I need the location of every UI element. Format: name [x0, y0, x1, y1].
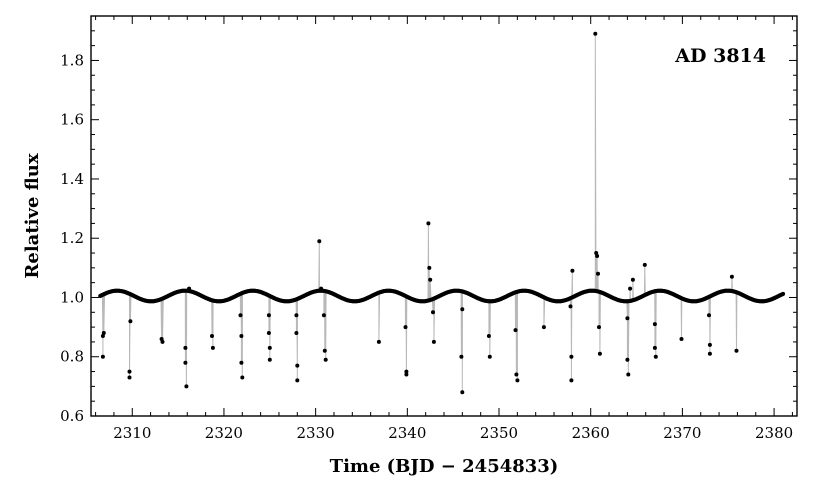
data-point: [376, 339, 381, 344]
data-point: [597, 325, 601, 330]
plot-frame: [90, 15, 798, 417]
data-point: [127, 375, 132, 380]
data-point: [127, 369, 132, 374]
data-point: [240, 375, 245, 380]
x-tick-label: 2330: [297, 424, 335, 442]
data-point: [317, 239, 322, 244]
data-point: [652, 322, 657, 327]
data-point: [184, 384, 189, 389]
y-tick-label: 0.6: [60, 407, 84, 425]
data-point: [707, 351, 712, 356]
data-point: [569, 354, 574, 359]
data-point: [734, 348, 739, 353]
data-point: [596, 271, 600, 276]
data-point: [595, 254, 600, 258]
data-point: [626, 372, 631, 377]
y-tick-labels: 0.6 0.8 1.0 1.2 1.4 1.6 1.8: [60, 51, 84, 425]
data-point: [568, 304, 573, 309]
data-point: [294, 331, 299, 335]
data-point: [431, 310, 435, 315]
data-point: [729, 274, 734, 279]
y-tick-label: 1.4: [60, 170, 84, 188]
data-point: [459, 354, 464, 359]
x-tick-label: 2380: [755, 424, 793, 442]
data-point: [781, 291, 786, 296]
data-point: [707, 342, 712, 347]
data-point: [295, 363, 300, 368]
x-axis-label: Time (BJD − 2454833): [330, 456, 559, 477]
data-point: [594, 251, 599, 255]
data-points: [98, 31, 786, 395]
data-point: [321, 313, 326, 318]
data-point: [593, 31, 598, 36]
data-point: [653, 354, 658, 359]
data-point: [642, 262, 647, 267]
data-point: [101, 331, 106, 335]
data-point: [295, 378, 300, 383]
data-point: [100, 334, 105, 338]
data-point: [183, 345, 188, 350]
data-point: [569, 378, 574, 383]
data-point: [266, 331, 271, 335]
data-point: [513, 328, 518, 333]
data-point: [100, 354, 105, 359]
data-point: [625, 357, 630, 362]
x-tick-label: 2370: [663, 424, 701, 442]
x-tick-label: 2360: [572, 424, 610, 442]
data-point: [431, 339, 436, 344]
data-point: [460, 307, 465, 312]
data-point: [403, 325, 408, 330]
data-point: [541, 325, 546, 330]
data-point: [487, 354, 492, 359]
y-tick-label: 1.2: [60, 229, 84, 247]
y-tick-label: 0.8: [60, 348, 84, 366]
data-point: [128, 319, 133, 324]
data-point: [160, 339, 165, 344]
x-tick-label: 2320: [205, 424, 243, 442]
data-point: [679, 337, 684, 341]
data-point: [514, 372, 519, 377]
data-point: [183, 360, 188, 365]
data-point: [597, 351, 602, 356]
data-point: [267, 357, 272, 362]
data-point: [210, 334, 214, 338]
data-point: [515, 378, 520, 383]
data-point: [404, 372, 409, 377]
data-point: [267, 345, 272, 350]
data-point: [239, 360, 244, 365]
y-tick-label: 1.6: [60, 111, 84, 129]
data-point: [294, 313, 299, 318]
data-point: [707, 313, 711, 318]
y-axis-label: Relative flux: [22, 153, 43, 278]
data-point: [652, 345, 657, 350]
data-point: [628, 286, 633, 291]
data-point: [238, 313, 243, 318]
data-point: [322, 348, 327, 353]
data-point: [428, 277, 433, 282]
data-point: [404, 369, 409, 374]
data-point: [486, 334, 491, 338]
data-point: [630, 277, 635, 282]
x-tick-labels: 2310 2320 2330 2340 2350 2360 2370 2380: [113, 424, 793, 442]
data-point: [210, 345, 215, 350]
data-point: [239, 334, 244, 338]
y-tick-label: 1.8: [60, 51, 84, 69]
y-tick-label: 1.0: [60, 289, 84, 307]
data-point: [426, 221, 431, 226]
x-tick-label: 2310: [113, 424, 151, 442]
x-tick-label: 2340: [388, 424, 426, 442]
data-point: [323, 357, 328, 362]
data-point: [460, 390, 465, 395]
data-point: [625, 316, 630, 321]
data-point: [427, 265, 432, 270]
x-tick-label: 2350: [480, 424, 518, 442]
data-point: [570, 268, 575, 273]
star-annotation: AD 3814: [674, 45, 766, 67]
data-point: [266, 313, 271, 318]
